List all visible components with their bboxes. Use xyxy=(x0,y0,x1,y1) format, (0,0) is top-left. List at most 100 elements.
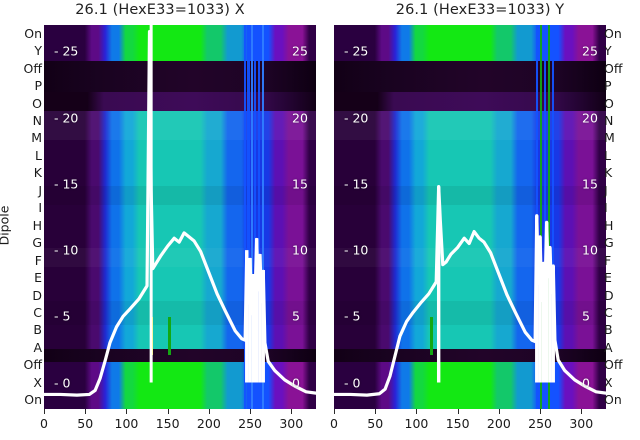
xtick-y-150 xyxy=(457,409,459,414)
heat-band-blue-cyan-main xyxy=(44,111,316,350)
heatmap-y xyxy=(334,25,606,409)
vertical-stripe-2 xyxy=(544,25,547,409)
category-label-right-8: K xyxy=(604,165,613,181)
xtick-x-0 xyxy=(44,409,45,414)
category-label-right-16: C xyxy=(604,304,613,320)
category-label-right-3: P xyxy=(604,77,612,93)
category-label-left-3: P xyxy=(34,77,42,93)
xtick-y-250 xyxy=(540,409,542,414)
xtick-label-y-100: 100 xyxy=(404,416,429,431)
category-label-right-5: N xyxy=(604,112,614,128)
category-label-right-2: Off xyxy=(604,60,623,76)
category-label-left-2: Off xyxy=(23,60,42,76)
inner-ytick-x-20: - 20 xyxy=(54,110,79,126)
inner-ytick-y-15: - 15 xyxy=(344,176,369,192)
category-label-left-10: I xyxy=(38,200,42,216)
inner-ytick-y-right-0: 0 xyxy=(582,375,590,391)
panel-y-title: 26.1 (HexE33=1033) Y xyxy=(395,2,565,18)
heat-band-bottom-green xyxy=(334,362,606,409)
inner-ytick-y-right-15: 15 xyxy=(582,176,598,192)
inner-ytick-y-10: - 10 xyxy=(344,242,369,258)
category-label-right-9: J xyxy=(604,182,608,198)
inner-ytick-x-5: - 5 xyxy=(54,308,71,324)
category-label-left-17: B xyxy=(33,322,42,338)
category-label-left-1: Y xyxy=(34,42,42,58)
panel-x: 26.1 (HexE33=1033) X Dipole xyxy=(0,2,316,409)
vertical-stripe-1 xyxy=(539,25,543,409)
xtick-label-x-200: 200 xyxy=(196,416,221,431)
xtick-y-100 xyxy=(416,409,418,414)
heat-band-blue-cyan-main xyxy=(334,111,606,350)
category-label-left-7: L xyxy=(35,147,42,163)
inner-ytick-x-15: - 15 xyxy=(54,176,79,192)
category-label-right-20: X xyxy=(604,374,613,390)
category-label-left-20: X xyxy=(33,374,42,390)
inner-ytick-x-25: - 25 xyxy=(54,43,79,59)
vertical-stripe-5 xyxy=(262,25,265,409)
category-label-right-21: On xyxy=(604,392,622,408)
plot-area-y[interactable] xyxy=(334,25,606,409)
category-label-left-15: D xyxy=(32,287,42,303)
category-label-left-8: K xyxy=(33,165,42,181)
xtick-x-100 xyxy=(126,409,128,414)
heat-row-shade-0 xyxy=(44,111,316,141)
marker-green-marker-1 xyxy=(168,316,171,356)
inner-ytick-x-right-20: 20 xyxy=(292,110,308,126)
heat-band-bottom-green xyxy=(44,362,316,409)
plot-area-x[interactable] xyxy=(44,25,316,409)
category-label-right-15: D xyxy=(604,287,614,303)
overlay-curve-x xyxy=(44,25,316,397)
xtick-x-50 xyxy=(85,409,87,414)
xtick-label-x-250: 250 xyxy=(238,416,262,431)
marker-green-marker-0 xyxy=(430,316,433,356)
xtick-x-200 xyxy=(208,409,210,414)
category-label-right-4: O xyxy=(604,95,614,111)
heat-row-shade-0 xyxy=(334,111,606,141)
category-label-right-0: On xyxy=(604,25,622,41)
xtick-y-0 xyxy=(334,409,335,414)
inner-ytick-x-right-5: 5 xyxy=(292,308,300,324)
vertical-stripe-2 xyxy=(250,25,253,409)
category-label-right-6: M xyxy=(604,130,615,146)
vertical-stripe-1 xyxy=(247,25,250,409)
category-label-right-7: L xyxy=(604,147,611,163)
category-label-right-19: Off xyxy=(604,357,623,373)
inner-ytick-x-right-25: 25 xyxy=(292,43,308,59)
category-label-left-6: M xyxy=(31,130,42,146)
category-label-right-10: I xyxy=(604,200,608,216)
category-label-left-18: A xyxy=(33,339,42,355)
category-label-left-11: H xyxy=(32,217,42,233)
xtick-y-200 xyxy=(498,409,500,414)
heat-band-dark-1 xyxy=(44,61,316,93)
category-label-left-19: Off xyxy=(23,357,42,373)
category-axis-left: On Y Off P O N M L K J I H G F E D C B A Off X On xyxy=(0,25,42,409)
category-label-right-18: A xyxy=(604,339,613,355)
category-label-left-16: C xyxy=(33,304,42,320)
xtick-y-300 xyxy=(581,409,583,414)
category-label-left-12: G xyxy=(32,234,42,250)
inner-ytick-x-right-10: 10 xyxy=(292,242,308,258)
category-label-right-17: B xyxy=(604,322,613,338)
category-label-right-11: H xyxy=(604,217,614,233)
heat-row-shade-1 xyxy=(334,186,606,206)
inner-ytick-y-right-5: 5 xyxy=(582,308,590,324)
inner-ytick-y-25: - 25 xyxy=(344,43,369,59)
xtick-label-y-50: 50 xyxy=(367,416,384,431)
panel-x-title: 26.1 (HexE33=1033) X xyxy=(75,2,245,18)
heat-band-top-green xyxy=(334,25,606,62)
vertical-stripe-4 xyxy=(552,25,555,409)
inner-ytick-x-right-0: 0 xyxy=(292,375,300,391)
xtick-y-50 xyxy=(375,409,377,414)
xtick-label-x-300: 300 xyxy=(279,416,304,431)
inner-ytick-y-right-20: 20 xyxy=(582,110,598,126)
inner-ytick-x-10: - 10 xyxy=(54,242,79,258)
panel-y: 26.1 (HexE33=1033) Y xyxy=(320,0,640,440)
heatmap-x xyxy=(44,25,316,409)
overlay-curve-y xyxy=(334,184,606,397)
category-label-right-12: G xyxy=(604,234,614,250)
heat-band-top-green xyxy=(44,25,316,62)
xtick-label-x-50: 50 xyxy=(77,416,94,431)
inner-ytick-y-0: - 0 xyxy=(344,375,361,391)
xtick-x-300 xyxy=(291,409,293,414)
category-label-left-5: N xyxy=(32,112,42,128)
